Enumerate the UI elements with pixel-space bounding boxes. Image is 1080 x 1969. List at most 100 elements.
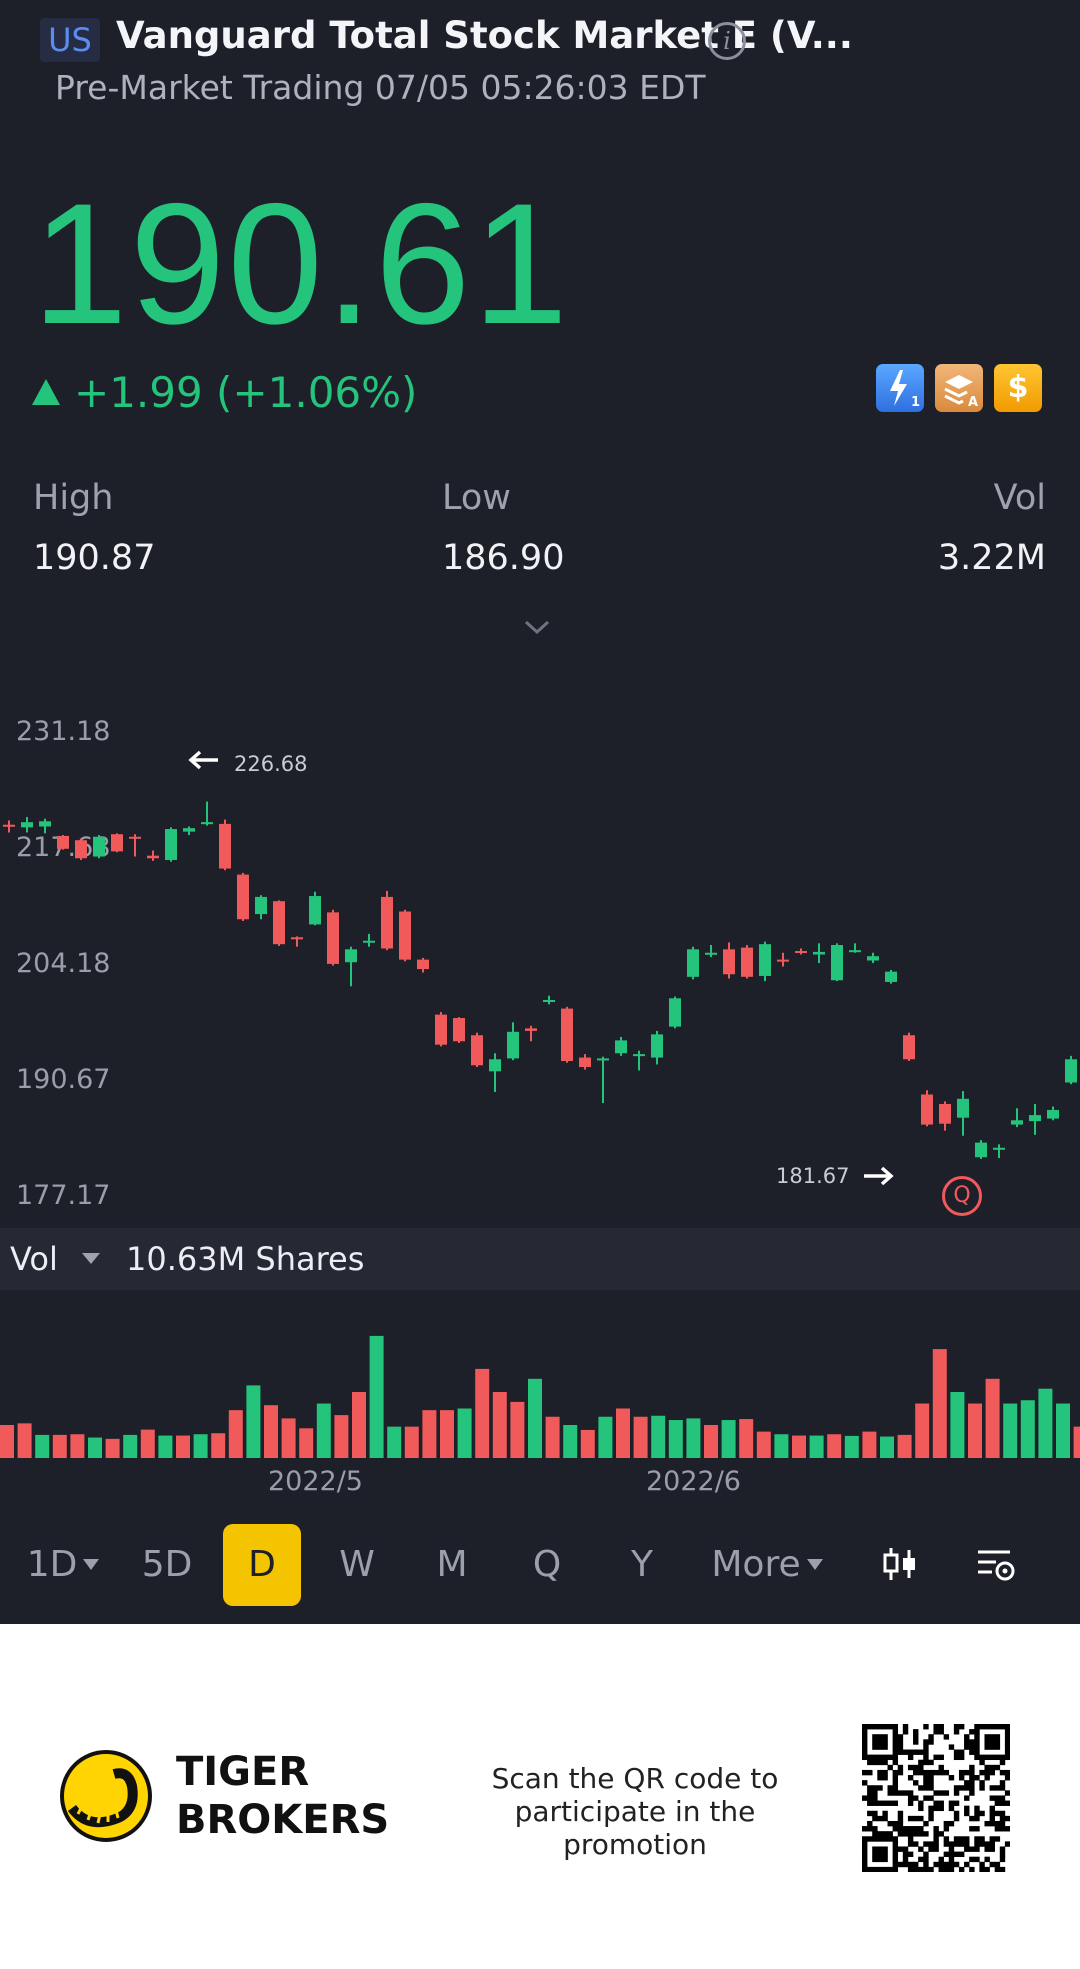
tab-year[interactable]: Y — [631, 1544, 653, 1585]
candle[interactable] — [831, 943, 843, 982]
candle[interactable] — [309, 891, 321, 926]
candle[interactable] — [507, 1022, 519, 1061]
candle[interactable] — [3, 820, 15, 833]
candle[interactable] — [705, 945, 717, 958]
tab-quarter[interactable]: Q — [532, 1544, 562, 1585]
candle[interactable] — [39, 818, 51, 834]
candle[interactable] — [813, 943, 825, 964]
qr-code-icon[interactable] — [862, 1724, 1010, 1872]
candle[interactable] — [489, 1053, 501, 1092]
candle[interactable] — [561, 1006, 573, 1063]
arrow-right-icon — [864, 1166, 894, 1186]
candle[interactable] — [741, 945, 753, 979]
info-icon[interactable]: i — [708, 22, 746, 60]
candlestick-chart[interactable] — [0, 700, 1080, 1228]
chart-settings-icon[interactable] — [974, 1544, 1018, 1584]
candle[interactable] — [633, 1050, 645, 1071]
volume-bar — [686, 1418, 701, 1458]
max-price-marker: 226.68 — [234, 752, 308, 776]
candle-body — [417, 959, 429, 970]
price-change: +1.99 (+1.06%) — [32, 368, 417, 417]
candle[interactable] — [651, 1030, 663, 1065]
candle[interactable] — [723, 942, 735, 979]
volume-bar — [880, 1436, 894, 1458]
candle[interactable] — [363, 933, 375, 947]
candle[interactable] — [975, 1140, 987, 1159]
candle[interactable] — [129, 834, 141, 857]
volume-bar — [316, 1403, 331, 1458]
candle[interactable] — [201, 801, 213, 826]
volume-bar — [985, 1378, 1000, 1458]
candle[interactable] — [327, 909, 339, 966]
volume-bar — [422, 1410, 437, 1458]
candle[interactable] — [1029, 1103, 1041, 1135]
x-axis-label: 2022/6 — [646, 1466, 741, 1497]
tab-month[interactable]: M — [436, 1544, 468, 1585]
candle[interactable] — [183, 826, 195, 836]
candle[interactable] — [165, 827, 177, 862]
candle[interactable] — [903, 1032, 915, 1062]
candle[interactable] — [597, 1056, 609, 1104]
candle[interactable] — [1011, 1108, 1023, 1128]
volume-bar — [1020, 1400, 1035, 1458]
candle[interactable] — [525, 1025, 537, 1042]
candle[interactable] — [75, 838, 87, 860]
candle[interactable] — [237, 872, 249, 921]
candle[interactable] — [957, 1091, 969, 1136]
candle[interactable] — [795, 948, 807, 955]
lightning-level1-icon[interactable]: 1 — [876, 364, 924, 412]
candle[interactable] — [687, 946, 699, 980]
candle[interactable] — [345, 946, 357, 987]
candle[interactable] — [939, 1101, 951, 1131]
price-change-value: +1.99 (+1.06%) — [74, 368, 418, 417]
chevron-down-icon[interactable] — [522, 612, 552, 642]
candle[interactable] — [1065, 1055, 1077, 1085]
volume-indicator-selector[interactable]: Vol — [10, 1240, 58, 1278]
candle-body — [489, 1059, 501, 1072]
candle[interactable] — [993, 1144, 1005, 1159]
last-price: 190.61 — [32, 168, 571, 360]
tab-5d[interactable]: 5D — [141, 1544, 193, 1585]
candle[interactable] — [417, 957, 429, 973]
candle[interactable] — [885, 969, 897, 984]
candle[interactable] — [579, 1054, 591, 1070]
tab-more[interactable]: More — [700, 1524, 834, 1606]
candle[interactable] — [111, 833, 123, 853]
candle[interactable] — [543, 995, 555, 1005]
volume-chart[interactable] — [0, 1300, 1080, 1460]
candle[interactable] — [93, 835, 105, 859]
candle[interactable] — [759, 941, 771, 982]
candle[interactable] — [21, 817, 33, 833]
candle[interactable] — [615, 1036, 627, 1056]
candle[interactable] — [381, 890, 393, 951]
volume-bar — [844, 1435, 859, 1458]
candle[interactable] — [435, 1012, 447, 1047]
earnings-event-marker[interactable]: Q — [942, 1176, 982, 1216]
volume-bar — [809, 1435, 824, 1458]
tab-day[interactable]: D — [223, 1524, 301, 1606]
candle[interactable] — [291, 936, 303, 947]
candle[interactable] — [57, 835, 69, 850]
candle[interactable] — [255, 895, 267, 920]
candle[interactable] — [273, 900, 285, 946]
tab-1d[interactable]: 1D — [22, 1524, 104, 1606]
candle[interactable] — [777, 952, 789, 967]
candle[interactable] — [471, 1032, 483, 1068]
candle[interactable] — [219, 819, 231, 871]
candle[interactable] — [147, 850, 159, 861]
candle[interactable] — [1047, 1106, 1059, 1121]
stack-ai-icon[interactable]: A — [935, 364, 983, 412]
tab-week[interactable]: W — [339, 1544, 375, 1585]
candle[interactable] — [399, 909, 411, 962]
candle[interactable] — [453, 1017, 465, 1043]
candle[interactable] — [849, 943, 861, 953]
x-axis-label: 2022/5 — [268, 1466, 363, 1497]
dollar-icon[interactable]: $ — [994, 364, 1042, 412]
caret-down-icon[interactable] — [82, 1253, 100, 1264]
candle[interactable] — [921, 1090, 933, 1127]
candle-body — [345, 949, 357, 963]
candle[interactable] — [669, 996, 681, 1029]
volume-bar — [1003, 1403, 1018, 1458]
candlestick-icon[interactable] — [880, 1544, 920, 1584]
candle[interactable] — [867, 952, 879, 964]
